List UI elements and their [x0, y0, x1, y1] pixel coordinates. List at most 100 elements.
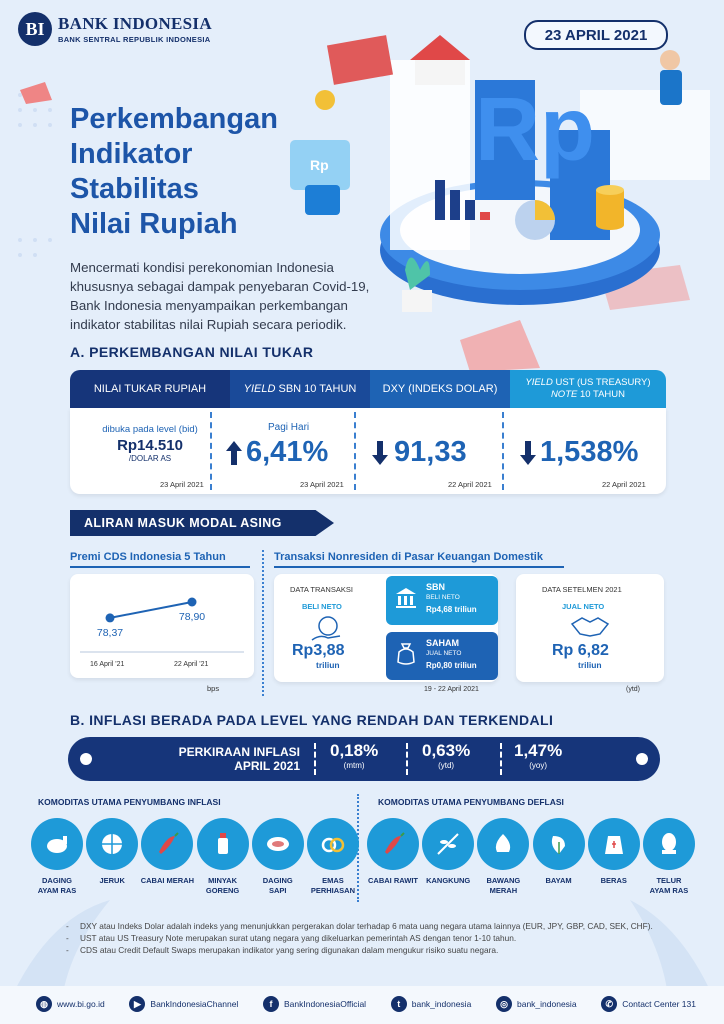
header-nilai-tukar: NILAI TUKAR RUPIAH	[70, 370, 230, 408]
twitter-icon: t	[390, 996, 407, 1012]
arrow-down-icon	[372, 440, 388, 465]
commodity-item: EMAS PERHIASAN	[306, 818, 360, 896]
sbn-box: SBN BELI NETO Rp4,68 triliun	[386, 576, 498, 625]
commodity-label: BAYAM	[545, 876, 572, 885]
header-dxy: DXY (INDEKS DOLAR)	[370, 370, 510, 408]
money-bag-icon	[397, 643, 415, 665]
footer-link[interactable]: ◍ www.bi.go.id	[36, 996, 105, 1012]
cds-unit: bps	[207, 684, 220, 693]
bank-building-icon	[396, 588, 416, 608]
footer-link[interactable]: ▶ BankIndonesiaChannel	[129, 996, 238, 1012]
exchange-values-card: dibuka pada level (bid) Rp14.510 /DOLAR …	[70, 408, 666, 494]
commodity-label: BAWANG MERAH	[486, 876, 521, 895]
commodity-label: DAGING AYAM RAS	[37, 876, 77, 895]
inflation-ytd: 0,63% (ytd)	[422, 741, 471, 770]
sbn-date: 23 April 2021	[300, 480, 344, 489]
footer-link[interactable]: ◎ bank_indonesia	[496, 996, 577, 1012]
nonres-date: 19 - 22 April 2021	[424, 686, 479, 693]
commodity-item: KANGKUNG	[421, 818, 475, 896]
header-yield-ust: YIELD UST (US TREASURY) NOTE 10 TAHUN	[510, 370, 666, 408]
phone-icon: ✆	[601, 996, 618, 1012]
inflation-bar: PERKIRAAN INFLASI APRIL 2021 0,18% (mtm) 0…	[68, 737, 660, 781]
inflation-mtm: 0,18% (mtm)	[330, 741, 379, 770]
inflasi-commodities: DAGING AYAM RAS JERUK CABAI MERAH MINYAK GORE…	[30, 818, 360, 896]
footer-links: ◍ www.bi.go.id ▶ BankIndonesiaChannel f BankI…	[36, 996, 696, 1012]
cds-value-label: 78,37	[97, 627, 123, 639]
onion-icon	[477, 818, 530, 870]
section-a-title: A. PERKEMBANGAN NILAI TUKAR	[70, 344, 314, 360]
ust-cell: 1,538%	[520, 436, 638, 469]
header-yield-sbn: YIELD SBN 10 TAHUN	[230, 370, 370, 408]
footer-link[interactable]: f BankIndonesiaOfficial	[263, 996, 366, 1012]
commodity-item: MINYAK GORENG	[196, 818, 250, 896]
chicken-icon	[31, 818, 83, 870]
footer-link-text: BankIndonesiaOfficial	[284, 999, 367, 1009]
cds-x-label: 22 April '21	[174, 661, 209, 668]
commodity-item: BERAS	[587, 818, 641, 896]
footer-link[interactable]: ✆ Contact Center 131	[601, 996, 696, 1012]
instagram-icon: ◎	[496, 996, 512, 1012]
commodity-label: CABAI MERAH	[140, 876, 195, 885]
commodity-item: BAWANG MERAH	[476, 818, 530, 896]
capital-inflow-ribbon: ALIRAN MASUK MODAL ASING	[70, 510, 334, 536]
cds-chart: 78,37 78,90 16 April '21 22 April '21	[80, 597, 244, 668]
settlement-value: Rp 6,82	[552, 642, 609, 659]
footer-link-text: BankIndonesiaChannel	[150, 999, 239, 1009]
commodity-label: BERAS	[600, 876, 627, 885]
commodity-item: CABAI MERAH	[140, 818, 194, 896]
cds-chart-card: 78,37 78,90 16 April '21 22 April '21	[70, 574, 254, 678]
footer-link-text: www.bi.go.id	[57, 999, 105, 1009]
deflasi-commodities: CABAI RAWIT KANGKUNG BAWANG MERAH BAYAM BERAS…	[366, 818, 696, 896]
dxy-cell: 91,33	[372, 436, 467, 469]
oil-bottle-icon	[196, 818, 249, 870]
footer-link-text: bank_indonesia	[411, 999, 472, 1009]
nonres-title: Transaksi Nonresiden di Pasar Keuangan D…	[274, 551, 543, 563]
youtube-icon: ▶	[129, 996, 146, 1012]
inflation-yoy: 1,47% (yoy)	[514, 741, 563, 770]
cds-point	[187, 597, 197, 607]
commodity-item: JERUK	[85, 818, 139, 896]
arrow-up-icon	[226, 440, 242, 465]
handshake-icon	[570, 617, 610, 637]
hero-illustration: Rp Rp	[290, 35, 710, 312]
commodity-item: DAGING SAPI	[251, 818, 305, 896]
orange-icon	[86, 818, 139, 870]
beef-icon	[251, 818, 304, 870]
deflasi-title: KOMODITAS UTAMA PENYUMBANG DEFLASI	[378, 797, 564, 807]
sbn-label: Pagi Hari	[268, 422, 310, 433]
chili-icon	[367, 818, 419, 870]
commodity-label: EMAS PERHIASAN	[310, 876, 356, 895]
commodity-label: JERUK	[99, 876, 125, 885]
egg-icon	[642, 818, 695, 870]
rice-sack-icon	[587, 818, 640, 870]
section-b-title: B. INFLASI BERADA PADA LEVEL YANG RENDAH…	[70, 712, 554, 728]
sbn-value: 6,41%	[246, 436, 329, 468]
cds-x-label: 16 April '21	[90, 661, 125, 668]
commodity-label: CABAI RAWIT	[368, 876, 418, 885]
ust-date: 22 April 2021	[602, 480, 646, 489]
bank-name: BANK INDONESIA	[58, 14, 212, 33]
commodity-label: KANGKUNG	[426, 876, 471, 885]
footer-link[interactable]: t bank_indonesia	[390, 996, 472, 1012]
cds-value-label: 78,90	[179, 611, 205, 623]
date-badge: 23 APRIL 2021	[524, 20, 668, 50]
footer-link-text: Contact Center 131	[622, 999, 696, 1009]
saham-box: SAHAM JUAL NETO Rp0,80 triliun	[386, 632, 498, 680]
footnotes: - DXY atau Indeks Dolar adalah indeks yan…	[66, 921, 653, 955]
cds-title: Premi CDS Indonesia 5 Tahun	[70, 551, 226, 563]
spinach-icon	[532, 818, 585, 870]
page-title: Perkembangan Indikator Stabilitas Nilai Rup…	[70, 103, 278, 240]
ring-icon	[306, 818, 359, 870]
commodity-item: DAGING AYAM RAS	[30, 818, 84, 896]
dxy-date: 22 April 2021	[448, 480, 492, 489]
inflasi-title: KOMODITAS UTAMA PENYUMBANG INFLASI	[38, 797, 221, 807]
rupiah-date: 23 April 2021	[160, 480, 204, 489]
globe-icon: ◍	[36, 996, 52, 1012]
commodity-item: CABAI RAWIT	[366, 818, 420, 896]
vegetable-icon	[422, 818, 475, 870]
commodity-label: DAGING SAPI	[262, 876, 293, 895]
settlement-ytd: (ytd)	[626, 686, 640, 693]
exchange-table-header: NILAI TUKAR RUPIAH YIELD SBN 10 TAHUN DX…	[70, 370, 666, 408]
money-hand-icon	[311, 616, 341, 641]
intro-paragraph: Mencermati kondisi perekonomian Indonesi…	[70, 260, 370, 332]
